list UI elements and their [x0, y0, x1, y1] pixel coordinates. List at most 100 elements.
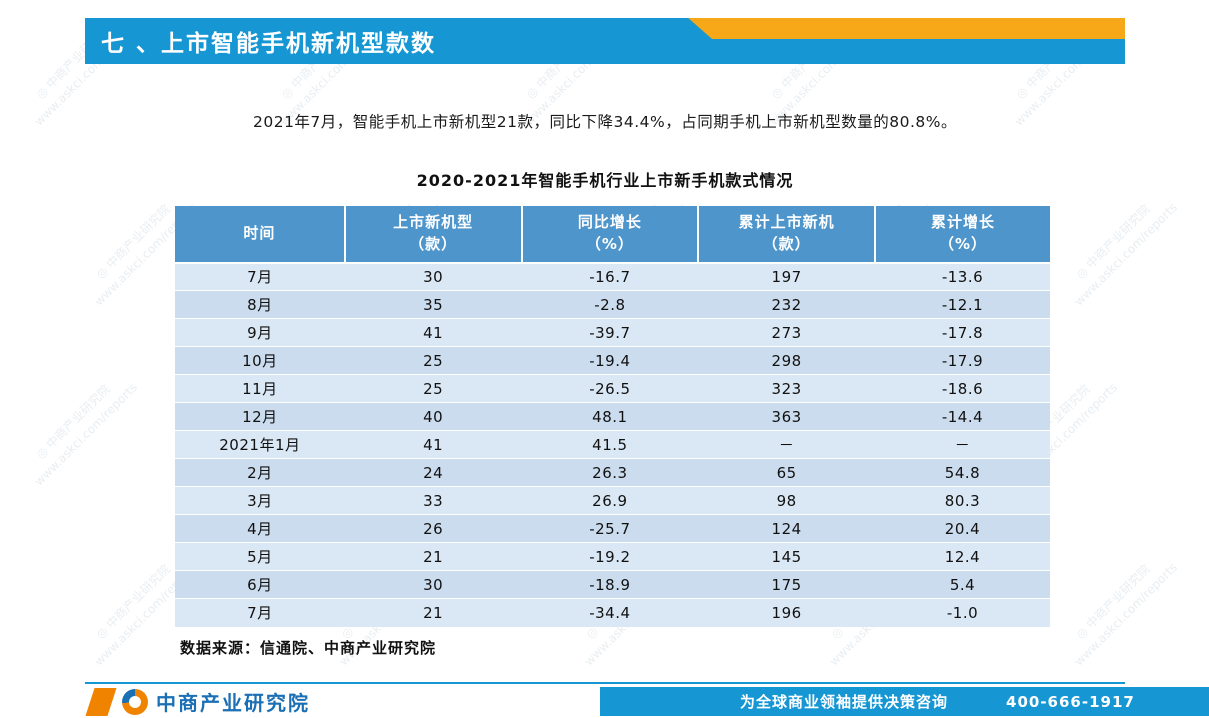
- table-cell: 5.4: [875, 570, 1050, 599]
- table-cell: -13.6: [875, 262, 1050, 291]
- footer-phone: 400-666-1917: [1006, 692, 1135, 711]
- table-cell: 54.8: [875, 458, 1050, 487]
- table-row: 5月 21 -19.2 145 12.4: [175, 542, 1050, 571]
- table-header-row: 时间 上市新机型 （款） 同比增长 （%） 累计上市新机 （款） 累计增长 （%…: [175, 206, 1050, 264]
- section-banner: 七 、上市智能手机新机型款数: [85, 18, 1125, 64]
- table-cell: -1.0: [875, 598, 1050, 627]
- table-cell: 21: [344, 542, 522, 571]
- column-header-line: 同比增长: [577, 213, 642, 231]
- table-cell: 3月: [175, 486, 345, 515]
- table-row: 4月 26 -25.7 124 20.4: [175, 514, 1050, 543]
- table-cell: 6月: [175, 570, 345, 599]
- table-cell: 12月: [175, 402, 345, 431]
- table-cell: 7月: [175, 262, 345, 291]
- table-cell: 11月: [175, 374, 345, 403]
- table-cell: 20.4: [875, 514, 1050, 543]
- column-header-line: 时间: [243, 223, 276, 242]
- column-header-line: （%）: [938, 234, 988, 253]
- table-cell: 2021年1月: [175, 430, 345, 459]
- table-cell: 21: [344, 598, 522, 627]
- table-row: 12月 40 48.1 363 -14.4: [175, 402, 1050, 431]
- table-row: 11月 25 -26.5 323 -18.6: [175, 374, 1050, 403]
- table-cell: -12.1: [875, 290, 1050, 319]
- table-cell: -17.8: [875, 318, 1050, 347]
- table-row: 9月 41 -39.7 273 -17.8: [175, 318, 1050, 347]
- footer: 中商产业研究院 为全球商业领袖提供决策咨询 400-666-1917: [0, 682, 1209, 718]
- table-cell: 33: [344, 486, 522, 515]
- column-header-line: 累计增长: [930, 213, 995, 231]
- table-cell: 30: [344, 262, 522, 291]
- askci-logo-icon: [122, 688, 148, 715]
- table-cell: -26.5: [521, 374, 699, 403]
- data-table: 时间 上市新机型 （款） 同比增长 （%） 累计上市新机 （款） 累计增长 （%…: [175, 206, 1050, 627]
- table-cell: 40: [344, 402, 522, 431]
- column-header-line: 上市新机型: [393, 213, 474, 231]
- table-cell: -34.4: [521, 598, 699, 627]
- table-cell: 41.5: [521, 430, 699, 459]
- column-header-line: （%）: [585, 234, 634, 253]
- section-title: 七 、上市智能手机新机型款数: [101, 31, 437, 57]
- table-cell: 41: [344, 430, 522, 459]
- table-cell: 25: [344, 346, 522, 375]
- table-row: 2月 24 26.3 65 54.8: [175, 458, 1050, 487]
- column-header-yoy-growth: 同比增长 （%）: [521, 206, 700, 264]
- table-cell: 232: [698, 290, 875, 319]
- table-cell: 175: [698, 570, 875, 599]
- table-cell: 2月: [175, 458, 345, 487]
- table-cell: 41: [344, 318, 522, 347]
- table-cell: 98: [698, 486, 875, 515]
- table-cell: -18.6: [875, 374, 1050, 403]
- table-cell: 5月: [175, 542, 345, 571]
- table-cell: 8月: [175, 290, 345, 319]
- table-cell: 65: [698, 458, 875, 487]
- table-cell: 26: [344, 514, 522, 543]
- table-cell: 298: [698, 346, 875, 375]
- table-cell: 363: [698, 402, 875, 431]
- table-title: 2020-2021年智能手机行业上市新手机款式情况: [416, 171, 794, 190]
- table-cell: 26.9: [521, 486, 699, 515]
- table-cell: 124: [698, 514, 875, 543]
- table-cell: 7月: [175, 598, 345, 627]
- table-cell: -18.9: [521, 570, 699, 599]
- table-row: 7月 30 -16.7 197 -13.6: [175, 262, 1050, 291]
- table-row: 3月 33 26.9 98 80.3: [175, 486, 1050, 515]
- column-header-line: 累计上市新机: [738, 213, 835, 231]
- table-row: 10月 25 -19.4 298 -17.9: [175, 346, 1050, 375]
- table-cell: －: [875, 430, 1050, 459]
- table-cell: 12.4: [875, 542, 1050, 571]
- table-cell: 273: [698, 318, 875, 347]
- table-cell: -17.9: [875, 346, 1050, 375]
- table-header: 时间 上市新机型 （款） 同比增长 （%） 累计上市新机 （款） 累计增长 （%…: [175, 206, 1050, 264]
- table-cell: 196: [698, 598, 875, 627]
- table-cell: 35: [344, 290, 522, 319]
- table-cell: 9月: [175, 318, 345, 347]
- column-header-cumulative-growth: 累计增长 （%）: [875, 206, 1050, 264]
- column-header-time: 时间: [175, 206, 346, 264]
- table-cell: -14.4: [875, 402, 1050, 431]
- table-cell: 25: [344, 374, 522, 403]
- footer-divider: [85, 682, 1125, 684]
- banner-accent-shape: [688, 18, 1125, 40]
- table-cell: -16.7: [521, 262, 699, 291]
- askci-logo-text: 中商产业研究院: [156, 691, 310, 715]
- column-header-line: （款）: [762, 234, 811, 253]
- table-cell: 48.1: [521, 402, 699, 431]
- table-cell: -19.2: [521, 542, 699, 571]
- table-cell: -39.7: [521, 318, 699, 347]
- table-row: 8月 35 -2.8 232 -12.1: [175, 290, 1050, 319]
- table-cell: 26.3: [521, 458, 699, 487]
- column-header-new-models: 上市新机型 （款）: [344, 206, 523, 264]
- column-header-cumulative-models: 累计上市新机 （款）: [698, 206, 876, 264]
- askci-logo: 中商产业研究院: [122, 687, 310, 716]
- table-row: 6月 30 -18.9 175 5.4: [175, 570, 1050, 599]
- table-body: 7月 30 -16.7 197 -13.6 8月 35 -2.8 232 -12.1 9月 41 -39…: [175, 262, 1050, 627]
- table-cell: 323: [698, 374, 875, 403]
- table-cell: 24: [344, 458, 522, 487]
- table-row: 2021年1月 41 41.5 －－: [175, 430, 1050, 459]
- table-cell: 80.3: [875, 486, 1050, 515]
- data-source: 数据来源：信通院、中商产业研究院: [180, 639, 437, 657]
- intro-text: 2021年7月，智能手机上市新机型21款，同比下降34.4%，占同期手机上市新机…: [252, 113, 957, 131]
- table-cell: -19.4: [521, 346, 699, 375]
